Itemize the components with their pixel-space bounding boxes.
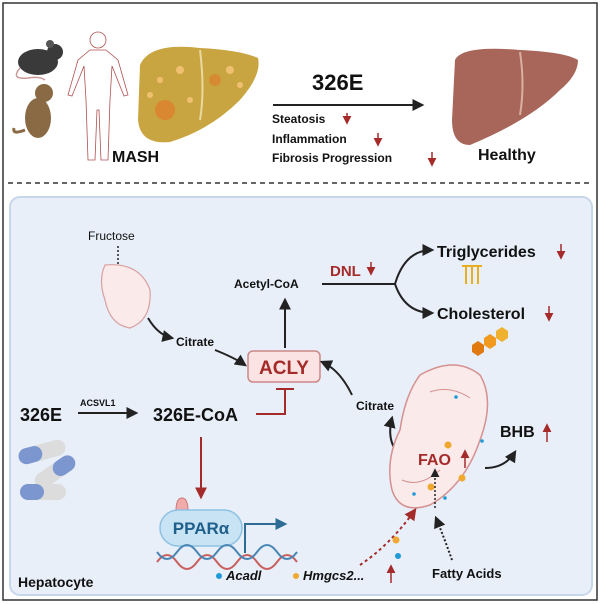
healthy-liver-icon	[452, 48, 578, 145]
hepatocyte-label: Hepatocyte	[18, 574, 94, 590]
human-icon	[67, 31, 129, 161]
bhb-label: BHB	[500, 424, 535, 441]
cholesterol-label: Cholesterol	[437, 306, 525, 323]
fatty-acids-arrow	[434, 515, 453, 561]
fatty-acids-label: Fatty Acids	[432, 566, 502, 581]
mitochondrion-icon-right	[389, 364, 489, 509]
to-cholesterol-arrow	[394, 283, 435, 319]
outcome-steatosis: Steatosis	[272, 112, 326, 126]
metabolite-dot-icon	[395, 553, 401, 559]
triglyceride-icon	[462, 265, 482, 284]
monkey-icon	[12, 84, 53, 138]
healthy-label: Healthy	[478, 147, 536, 164]
acly-label: ACLY	[259, 358, 309, 379]
citrate-right-label: Citrate	[356, 399, 394, 413]
citrate-out-arrow	[147, 317, 175, 342]
hepatocyte-cell	[9, 196, 593, 596]
citrate-to-acly-arrow-right	[319, 360, 353, 396]
drug-label: 326E	[20, 405, 62, 425]
triglycerides-label: Triglycerides	[437, 244, 536, 261]
drug-label-top: 326E	[312, 70, 363, 95]
cholesterol-hexagon-icon	[472, 327, 508, 356]
gene-to-fao-arrow	[359, 508, 417, 566]
ligand-icon	[175, 497, 189, 512]
gene2-label: Hmgcs2...	[303, 568, 364, 583]
gene1-dot-icon	[216, 573, 222, 579]
gene1-label: Acadl	[225, 568, 262, 583]
ppar-label: PPARα	[173, 519, 230, 538]
mash-label: MASH	[112, 149, 159, 166]
outcome-fibrosis: Fibrosis Progression	[272, 151, 392, 165]
mitochondrion-icon-left	[100, 264, 151, 329]
to-bhb-arrow	[484, 449, 517, 469]
fatty-liver-icon	[138, 46, 259, 143]
citrate-to-acly-arrow	[214, 349, 247, 367]
gene2-dot-icon	[293, 573, 299, 579]
to-triglycerides-arrow	[394, 244, 435, 285]
ppar-receptor	[159, 509, 243, 547]
inhibition-line	[256, 389, 286, 415]
pill-capsules-icon	[18, 439, 76, 500]
fao-label: FAO	[418, 452, 451, 469]
transcription-arrow	[244, 518, 288, 553]
acetyl-coa-label: Acetyl-CoA	[234, 277, 299, 291]
dnl-label: DNL	[330, 263, 361, 280]
dna-icon	[156, 544, 298, 570]
metabolite-dot-icon	[392, 536, 400, 544]
outcome-inflammation: Inflammation	[272, 132, 347, 146]
fructose-label: Fructose	[88, 229, 135, 243]
drug-coa-label: 326E-CoA	[153, 405, 238, 425]
enzyme-label: ACSVL1	[80, 398, 116, 408]
citrate-left-label: Citrate	[176, 335, 214, 349]
mouse-icon	[15, 40, 63, 81]
